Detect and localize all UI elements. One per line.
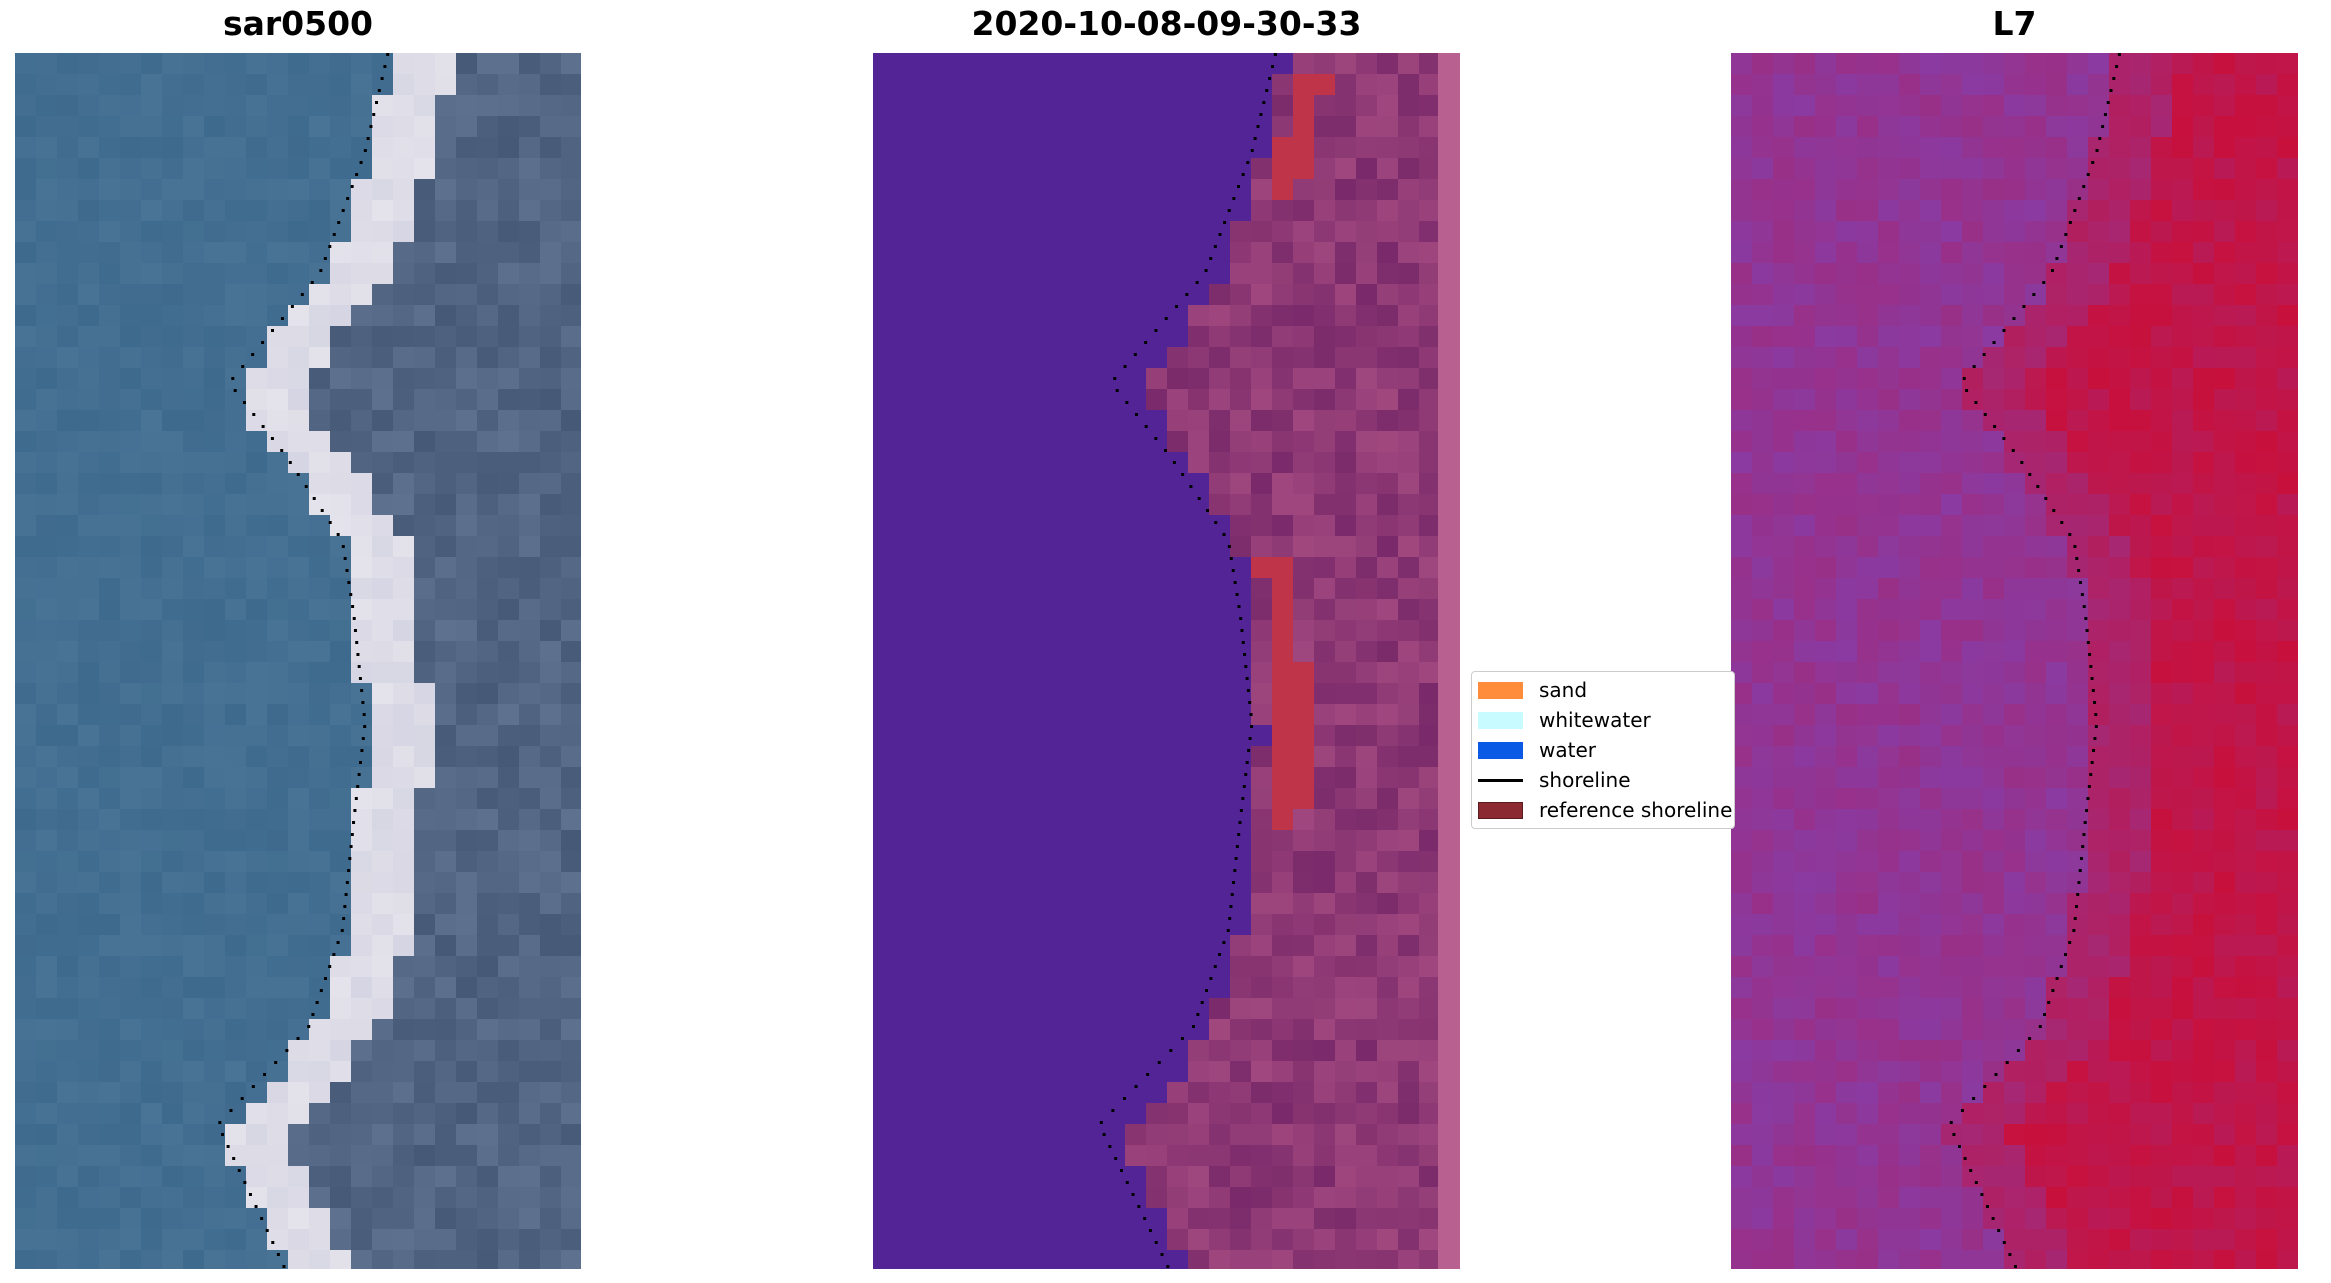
legend-label: reference shoreline bbox=[1539, 798, 1733, 822]
rgb-image-panel bbox=[15, 53, 581, 1269]
title-index: L7 bbox=[1992, 4, 2037, 43]
legend-item-sand: sand bbox=[1478, 676, 1587, 704]
legend-label: water bbox=[1539, 738, 1596, 762]
index-image-panel bbox=[1731, 53, 2298, 1269]
title-rgb: sar0500 bbox=[222, 4, 374, 43]
title-classification: 2020-10-08-09-30-33 bbox=[971, 4, 1362, 43]
legend-label: shoreline bbox=[1539, 768, 1631, 792]
legend-item-water: water bbox=[1478, 736, 1596, 764]
reference-shoreline-swatch bbox=[1478, 801, 1523, 819]
sand-swatch bbox=[1478, 681, 1523, 699]
whitewater-swatch bbox=[1478, 711, 1523, 729]
water-swatch bbox=[1478, 741, 1523, 759]
legend-item-shoreline: shoreline bbox=[1478, 766, 1631, 794]
legend-label: sand bbox=[1539, 678, 1588, 702]
legend-item-whitewater: whitewater bbox=[1478, 706, 1651, 734]
legend-item-reference-shoreline: reference shoreline bbox=[1478, 796, 1732, 824]
classification-image-panel bbox=[873, 53, 1460, 1269]
legend-label: whitewater bbox=[1539, 708, 1651, 732]
legend: sand whitewater water shoreline referenc… bbox=[1471, 671, 1735, 829]
shoreline-line-sample bbox=[1478, 778, 1523, 782]
rgb-image bbox=[15, 53, 581, 1269]
classification-image bbox=[873, 53, 1460, 1269]
index-image bbox=[1731, 53, 2298, 1269]
